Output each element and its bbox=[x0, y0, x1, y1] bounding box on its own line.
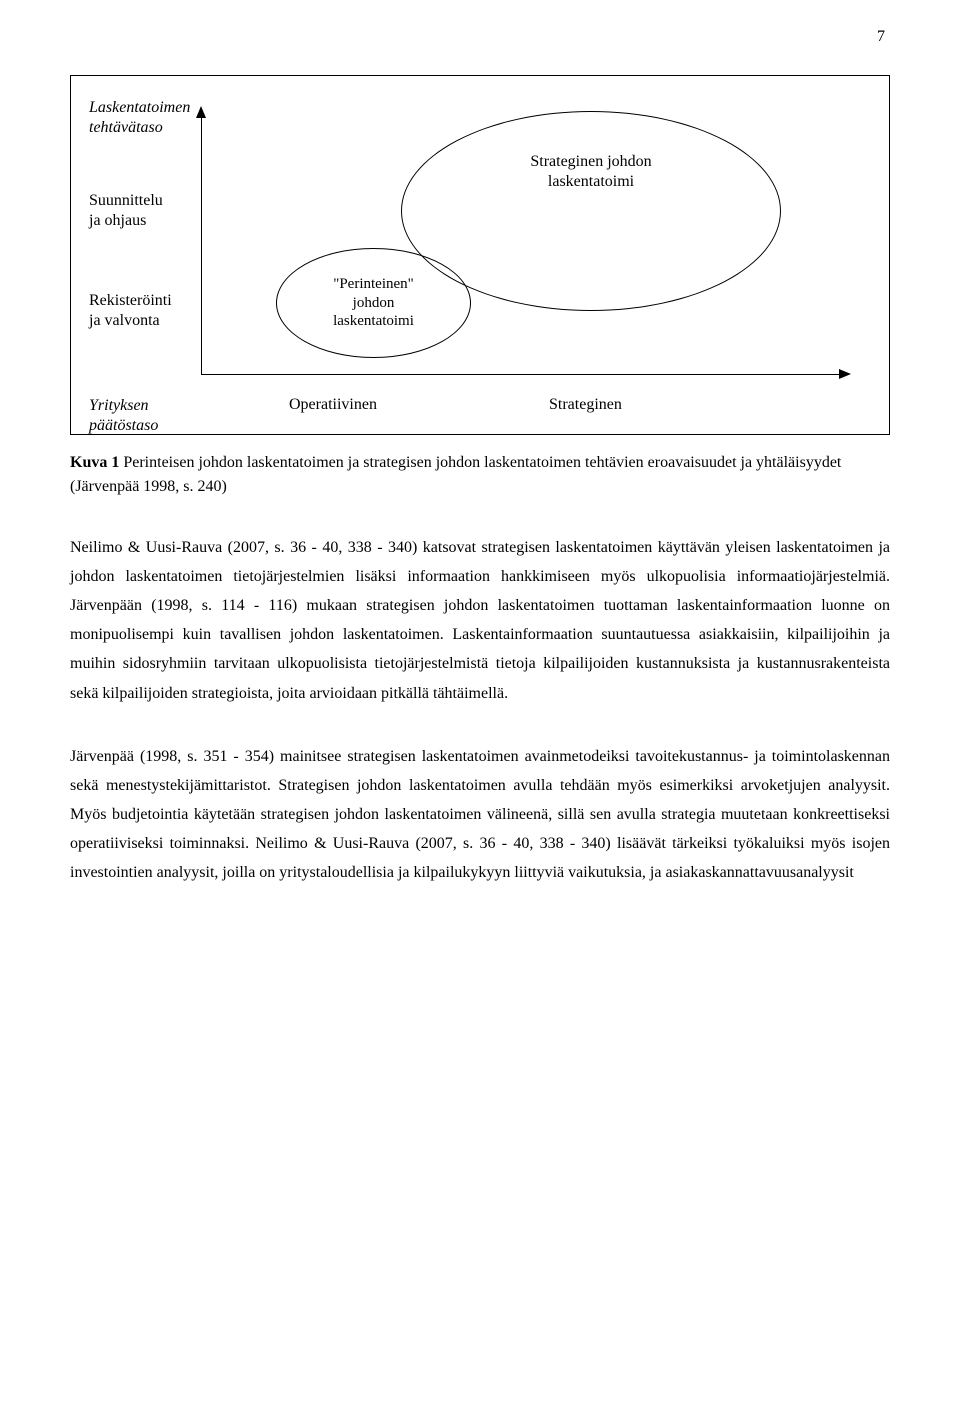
x-axis-title-line1: Yrityksen bbox=[89, 397, 149, 414]
paragraph-1: Neilimo & Uusi-Rauva (2007, s. 36 - 40, … bbox=[70, 533, 890, 708]
figure-caption-bold: Kuva 1 bbox=[70, 454, 119, 471]
page-number: 7 bbox=[877, 28, 885, 46]
x-axis-arrow-icon bbox=[839, 369, 851, 379]
x-axis-title: Yrityksen päätöstaso bbox=[89, 396, 289, 436]
ellipse-traditional-label: "Perinteinen" johdon laskentatoimi bbox=[333, 275, 414, 331]
x-axis-label-operative: Operatiivinen bbox=[289, 396, 549, 414]
paragraph-2: Järvenpää (1998, s. 351 - 354) mainitsee… bbox=[70, 742, 890, 888]
y-axis-label-top-2: ja ohjaus bbox=[89, 212, 146, 229]
diagram-frame: Laskentatoimen tehtävätaso Suunnittelu j… bbox=[70, 75, 890, 435]
ellipse-small-line3: laskentatoimi bbox=[333, 313, 414, 329]
ellipse-big-line1: Strateginen johdon bbox=[530, 153, 651, 170]
ellipse-big-line2: laskentatoimi bbox=[548, 173, 634, 190]
x-axis-label-strategic: Strateginen bbox=[549, 396, 809, 414]
x-axis-labels-row: Yrityksen päätöstaso Operatiivinen Strat… bbox=[89, 396, 869, 436]
y-axis-title-line2: tehtävätaso bbox=[89, 119, 163, 136]
y-axis-label-top-1: Suunnittelu bbox=[89, 192, 163, 209]
y-axis-title-line1: Laskentatoimen bbox=[89, 99, 190, 116]
y-axis-label-bottom-1: Rekisteröinti bbox=[89, 292, 172, 309]
figure-caption-text: Perinteisen johdon laskentatoimen ja str… bbox=[70, 454, 841, 495]
ellipse-small-line2: johdon bbox=[353, 295, 395, 311]
ellipse-small-line1: "Perinteinen" bbox=[333, 276, 414, 292]
y-axis-title: Laskentatoimen tehtävätaso bbox=[89, 98, 190, 138]
figure-caption: Kuva 1 Perinteisen johdon laskentatoimen… bbox=[70, 451, 890, 499]
y-axis-label-bottom: Rekisteröinti ja valvonta bbox=[89, 291, 172, 331]
x-axis-line bbox=[201, 374, 841, 375]
y-axis-label-bottom-2: ja valvonta bbox=[89, 312, 160, 329]
x-axis-title-line2: päätöstaso bbox=[89, 417, 158, 434]
ellipse-traditional: "Perinteinen" johdon laskentatoimi bbox=[276, 248, 471, 358]
y-axis-label-top: Suunnittelu ja ohjaus bbox=[89, 191, 163, 231]
y-axis-line bbox=[201, 114, 202, 374]
ellipse-strategic-label: Strateginen johdon laskentatoimi bbox=[402, 152, 780, 192]
